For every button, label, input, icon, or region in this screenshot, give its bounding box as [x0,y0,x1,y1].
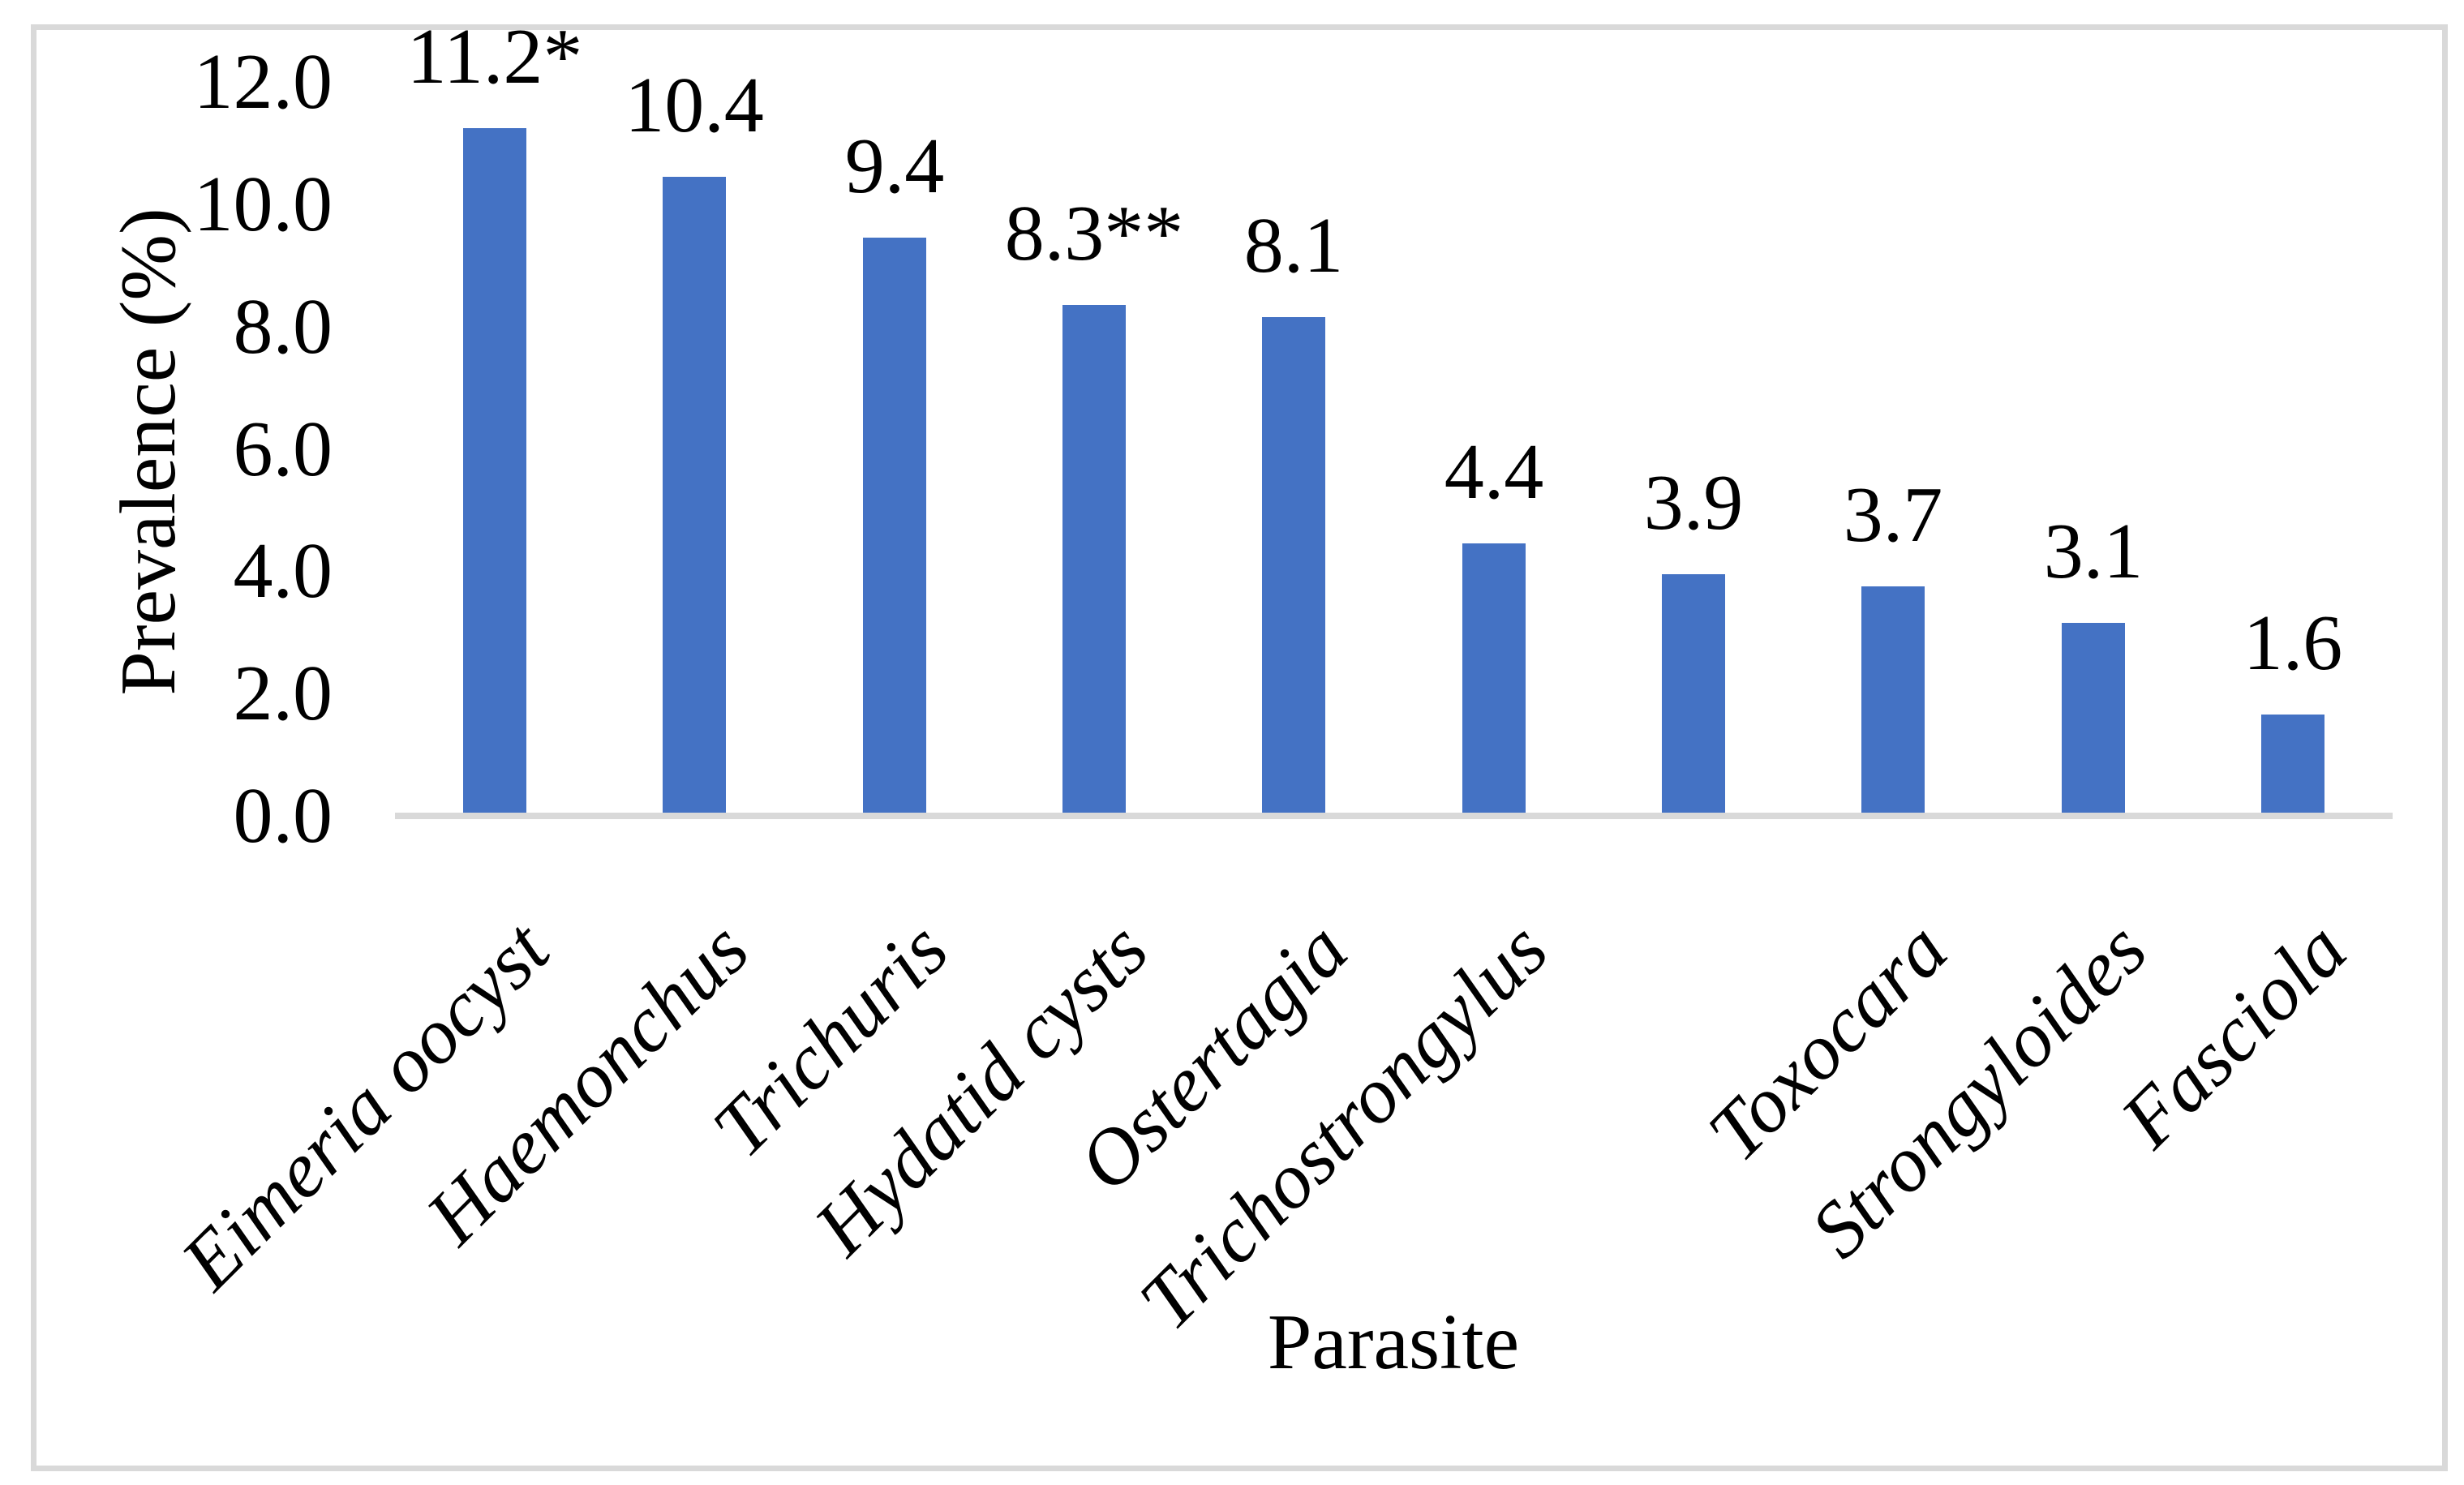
bar-value-label: 11.2* [406,13,583,101]
bar-value-label: 1.6 [2243,599,2343,687]
bar-value-label: 3.7 [1843,471,1943,559]
bar [1662,574,1725,813]
bar-value-label: 8.3** [1004,190,1184,277]
bar-value-label: 8.1 [1243,202,1344,290]
bar [1262,317,1325,813]
bar-value-label: 3.1 [2043,508,2144,595]
x-axis-line [395,813,2393,819]
bar-value-label: 9.4 [844,122,945,210]
chart-border [31,24,2448,1471]
bar [463,128,526,813]
bar-value-label: 10.4 [625,62,764,149]
bar [663,177,726,813]
bar [863,238,926,813]
y-axis-title: Prevalence (%) [105,208,192,696]
bar [2261,715,2324,813]
bar [1462,543,1526,813]
bar [1861,586,1925,813]
y-tick-label: 4.0 [233,527,333,615]
x-axis-title: Parasite [1267,1298,1520,1386]
y-tick-label: 10.0 [193,161,333,248]
y-tick-label: 6.0 [233,406,333,493]
bar-value-label: 4.4 [1444,428,1544,516]
bar [1062,305,1126,813]
y-tick-label: 2.0 [233,650,333,737]
bar [2062,623,2125,813]
bar-value-label: 3.9 [1643,459,1744,547]
y-tick-label: 12.0 [193,38,333,126]
y-tick-label: 0.0 [233,772,333,860]
y-tick-label: 8.0 [233,283,333,371]
